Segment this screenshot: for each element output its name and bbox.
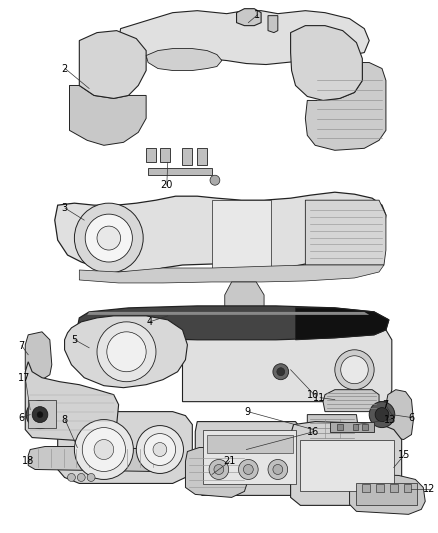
Polygon shape <box>119 11 369 64</box>
Circle shape <box>209 459 229 480</box>
Circle shape <box>375 408 389 422</box>
Polygon shape <box>148 168 212 175</box>
Text: 15: 15 <box>398 449 410 459</box>
Polygon shape <box>350 474 425 514</box>
Text: 6: 6 <box>409 413 415 423</box>
Text: 6: 6 <box>18 413 25 423</box>
Circle shape <box>37 411 43 417</box>
Circle shape <box>97 226 120 250</box>
Text: 9: 9 <box>244 407 251 417</box>
Polygon shape <box>305 61 386 150</box>
Bar <box>390 484 398 492</box>
Polygon shape <box>25 362 119 441</box>
Circle shape <box>26 401 54 429</box>
Bar <box>330 422 374 432</box>
Polygon shape <box>386 390 413 440</box>
Circle shape <box>210 175 220 185</box>
Bar <box>203 430 297 484</box>
Text: 16: 16 <box>307 426 320 437</box>
Circle shape <box>214 464 224 474</box>
Polygon shape <box>25 332 52 379</box>
Circle shape <box>74 203 143 273</box>
Polygon shape <box>146 49 222 70</box>
Circle shape <box>244 464 253 474</box>
Bar <box>28 400 56 427</box>
Text: 20: 20 <box>160 180 172 190</box>
Text: 13: 13 <box>384 415 396 425</box>
Bar <box>376 484 384 492</box>
Text: 5: 5 <box>71 335 78 345</box>
Circle shape <box>78 473 85 481</box>
Text: 17: 17 <box>18 373 31 383</box>
Circle shape <box>144 433 176 465</box>
Polygon shape <box>64 316 187 387</box>
Polygon shape <box>225 282 264 315</box>
Circle shape <box>273 364 289 379</box>
Text: 2: 2 <box>62 63 68 74</box>
Circle shape <box>94 440 114 459</box>
Polygon shape <box>183 315 392 402</box>
Polygon shape <box>290 422 402 505</box>
Bar <box>403 484 411 492</box>
Bar <box>207 434 293 453</box>
Circle shape <box>32 407 48 423</box>
Circle shape <box>136 425 184 473</box>
Circle shape <box>153 442 167 456</box>
Text: 3: 3 <box>62 203 68 213</box>
Polygon shape <box>212 200 271 268</box>
Bar <box>362 484 370 492</box>
Polygon shape <box>78 306 389 340</box>
Circle shape <box>87 473 95 481</box>
Circle shape <box>335 350 374 390</box>
Text: 1: 1 <box>254 10 260 20</box>
Polygon shape <box>79 265 384 283</box>
Bar <box>300 440 394 491</box>
Circle shape <box>273 464 283 474</box>
Circle shape <box>341 356 368 384</box>
Polygon shape <box>307 415 358 441</box>
Polygon shape <box>58 411 192 483</box>
Circle shape <box>74 419 133 480</box>
Text: 7: 7 <box>382 400 388 410</box>
Polygon shape <box>268 15 278 33</box>
Circle shape <box>67 473 75 481</box>
Polygon shape <box>87 312 369 315</box>
Polygon shape <box>296 308 389 340</box>
Text: 10: 10 <box>307 390 320 400</box>
Bar <box>337 424 343 430</box>
Bar <box>357 483 417 505</box>
Text: 12: 12 <box>423 484 436 495</box>
Text: 11: 11 <box>313 393 325 402</box>
Polygon shape <box>185 448 248 497</box>
Polygon shape <box>183 148 192 165</box>
Polygon shape <box>160 148 170 162</box>
Polygon shape <box>195 422 304 495</box>
Polygon shape <box>28 447 166 472</box>
Polygon shape <box>305 200 386 265</box>
Polygon shape <box>146 148 156 162</box>
Bar <box>353 424 358 430</box>
Circle shape <box>268 459 288 480</box>
Circle shape <box>239 459 258 480</box>
Circle shape <box>277 368 285 376</box>
Text: 7: 7 <box>18 341 25 351</box>
Text: 21: 21 <box>223 456 235 466</box>
Polygon shape <box>79 30 146 99</box>
Polygon shape <box>237 9 261 26</box>
Circle shape <box>107 332 146 372</box>
Polygon shape <box>197 148 207 165</box>
Text: 4: 4 <box>146 317 152 327</box>
Text: 18: 18 <box>22 456 35 466</box>
Text: 8: 8 <box>62 415 68 425</box>
Circle shape <box>97 322 156 382</box>
Polygon shape <box>323 390 379 411</box>
Circle shape <box>369 402 395 427</box>
Polygon shape <box>290 26 362 100</box>
Polygon shape <box>55 192 386 272</box>
Circle shape <box>82 427 126 472</box>
Bar <box>362 424 368 430</box>
Circle shape <box>85 214 132 262</box>
Polygon shape <box>70 85 146 146</box>
